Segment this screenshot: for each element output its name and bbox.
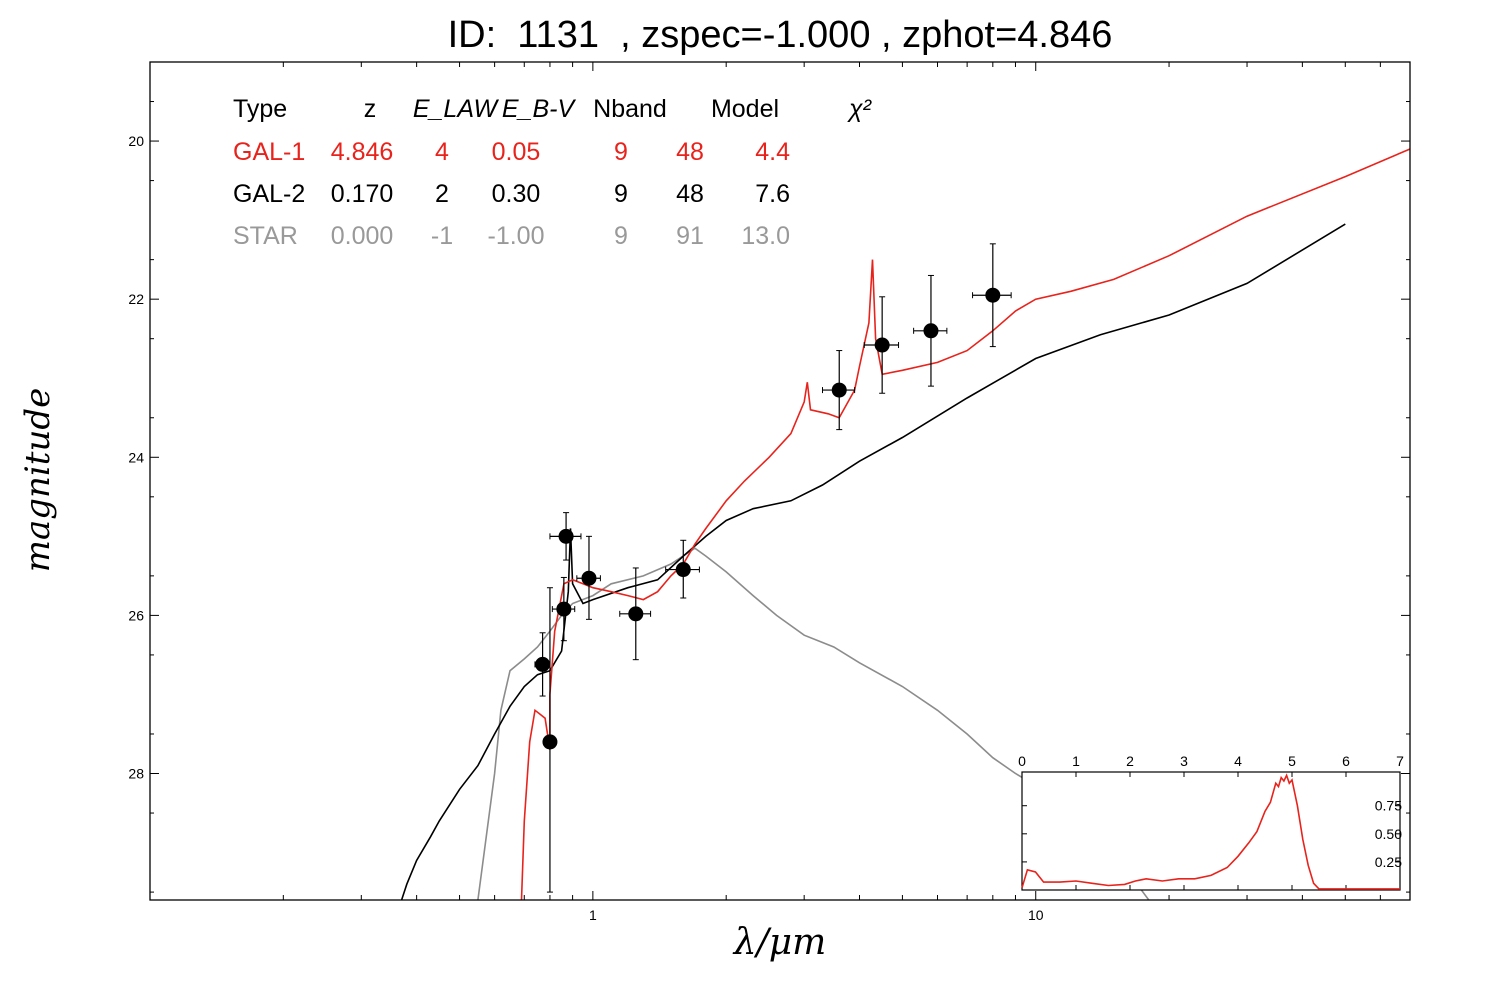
inset-x-tick-label: 3 bbox=[1180, 753, 1188, 769]
table-cell: 9 bbox=[614, 180, 628, 208]
table-cell: 7.6 bbox=[755, 180, 790, 208]
inset-y-tick-label: 0.75 bbox=[1375, 798, 1402, 814]
y-tick-label: 24 bbox=[128, 449, 144, 465]
photometry-point bbox=[665, 539, 700, 599]
table-cell: 2 bbox=[435, 180, 449, 208]
table-cell: 0.170 bbox=[331, 180, 394, 208]
photometry-marker bbox=[581, 570, 597, 586]
table-cell: GAL-2 bbox=[233, 180, 305, 208]
x-tick-label: 1 bbox=[589, 907, 597, 923]
table-header: Type z E_LAW E_B-V Nband Model χ² bbox=[233, 95, 873, 123]
inset-frame bbox=[1021, 771, 1401, 891]
photometry-point bbox=[534, 632, 551, 697]
table-header-cell: Type bbox=[233, 95, 287, 123]
plot-frame bbox=[149, 61, 1411, 901]
table-row: STAR 0.000 -1 -1.00 9 91 13.0 bbox=[233, 222, 790, 250]
photometry-marker bbox=[831, 382, 847, 398]
photometry-marker bbox=[923, 323, 939, 339]
y-tick-label: 20 bbox=[128, 133, 144, 149]
photometry-marker bbox=[628, 606, 644, 622]
inset-x-tick-label: 2 bbox=[1126, 753, 1134, 769]
table-row: GAL-2 0.170 2 0.30 9 48 7.6 bbox=[233, 180, 790, 208]
photometry-point bbox=[821, 350, 856, 431]
photometry-marker bbox=[985, 287, 1001, 303]
photometry-point bbox=[619, 567, 652, 661]
table-header-cell: z bbox=[364, 95, 377, 123]
table-cell: 48 bbox=[676, 138, 704, 166]
x-tick-label: 10 bbox=[1028, 907, 1044, 923]
inset-pdz: 0 1 2 3 4 5 6 7 0.25 0.50 0.75 bbox=[1018, 753, 1404, 891]
table-header-cell: Nband bbox=[593, 95, 667, 123]
inset-x-tick-label: 4 bbox=[1234, 753, 1242, 769]
y-tick-label: 26 bbox=[128, 607, 144, 623]
table-cell: 4.4 bbox=[755, 138, 790, 166]
table-cell: 4 bbox=[435, 138, 449, 166]
photometry-marker bbox=[874, 337, 890, 353]
table-cell: 9 bbox=[614, 138, 628, 166]
table-cell: GAL-1 bbox=[233, 138, 305, 166]
inset-x-tick-label: 7 bbox=[1396, 753, 1404, 769]
photometry-marker bbox=[675, 562, 691, 578]
photometry-point bbox=[863, 296, 900, 394]
table-cell: 0.05 bbox=[492, 138, 541, 166]
table-cell: 0.000 bbox=[331, 222, 394, 250]
inset-x-tick-label: 5 bbox=[1288, 753, 1296, 769]
x-axis-label: λ/μm bbox=[733, 922, 827, 963]
table-header-cell: χ² bbox=[847, 95, 873, 123]
series-line-star bbox=[477, 547, 1150, 900]
table-cell: 13.0 bbox=[741, 222, 790, 250]
table-cell: -1 bbox=[431, 222, 453, 250]
photometry-point bbox=[549, 512, 582, 561]
photometry-point bbox=[551, 576, 576, 642]
photometry-marker bbox=[558, 528, 574, 544]
photometry-marker bbox=[535, 656, 551, 672]
table-cell: 0.30 bbox=[492, 180, 541, 208]
table-cell: -1.00 bbox=[488, 222, 545, 250]
photometry-marker bbox=[556, 601, 572, 617]
table-cell: 48 bbox=[676, 180, 704, 208]
inset-x-tick-label: 1 bbox=[1072, 753, 1080, 769]
y-tick-label: 28 bbox=[128, 766, 144, 782]
table-row: GAL-1 4.846 4 0.05 9 48 4.4 bbox=[233, 138, 790, 166]
chart-title: ID: 1131 , zspec=-1.000 , zphot=4.846 bbox=[447, 14, 1113, 56]
inset-y-tick-label: 0.50 bbox=[1375, 826, 1402, 842]
photometry-point bbox=[972, 243, 1012, 348]
table-cell: 4.846 bbox=[331, 138, 394, 166]
photometry-point bbox=[913, 274, 948, 387]
table-cell: STAR bbox=[233, 222, 298, 250]
inset-series-line-pdz bbox=[1021, 773, 1400, 890]
y-tick-label: 22 bbox=[128, 291, 144, 307]
table-cell: 91 bbox=[676, 222, 704, 250]
inset-y-tick-label: 0.25 bbox=[1375, 854, 1402, 870]
photometry-marker bbox=[542, 734, 558, 750]
table-cell: 9 bbox=[614, 222, 628, 250]
table-header-cell: E_B-V bbox=[502, 95, 577, 123]
summary-table: Type z E_LAW E_B-V Nband Model χ² GAL-1 4.846 4 0.… bbox=[233, 95, 873, 250]
inset-x-tick-label: 6 bbox=[1342, 753, 1350, 769]
photometry-point bbox=[576, 535, 601, 620]
table-header-cell: Model bbox=[711, 95, 779, 123]
table-header-cell: E_LAW bbox=[413, 95, 500, 123]
photometry-point bbox=[542, 587, 558, 893]
series-line-gal2 bbox=[400, 223, 1346, 900]
inset-x-tick-label: 0 bbox=[1018, 753, 1026, 769]
